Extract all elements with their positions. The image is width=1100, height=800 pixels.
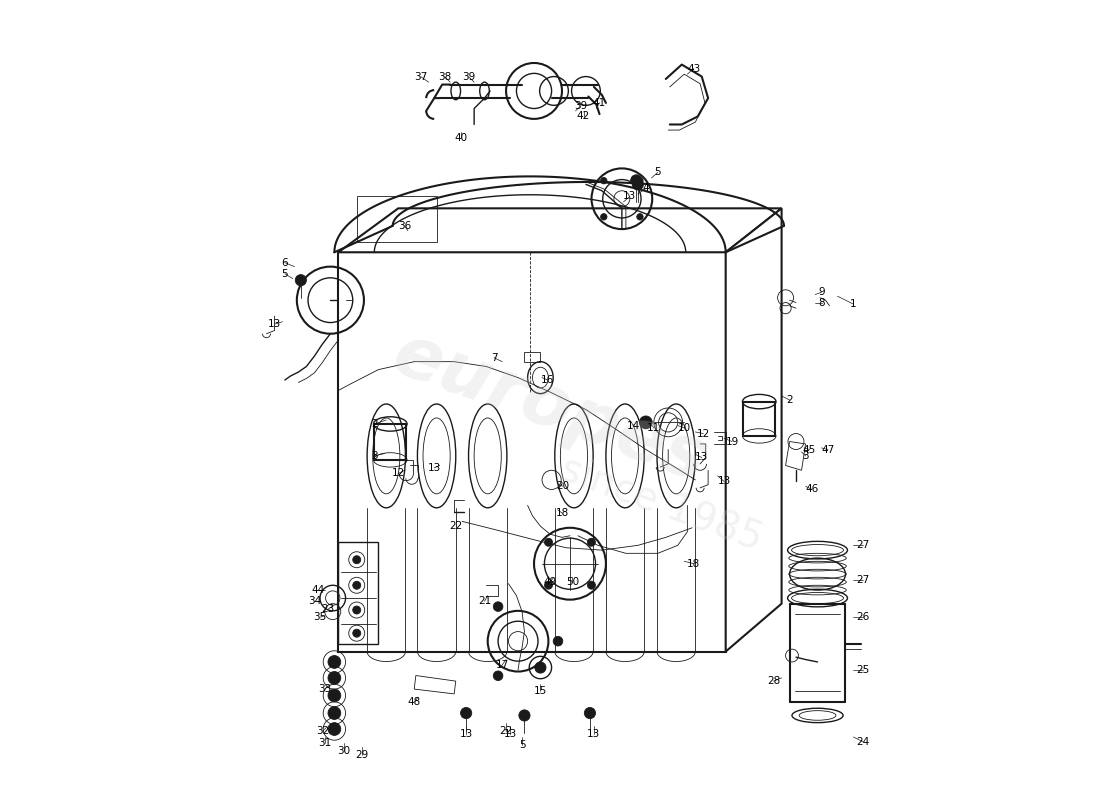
Text: 32: 32 <box>316 726 329 737</box>
Text: 29: 29 <box>355 750 368 760</box>
Text: 42: 42 <box>576 111 591 122</box>
Circle shape <box>353 630 361 637</box>
Text: 35: 35 <box>314 612 327 622</box>
Text: 18: 18 <box>688 558 701 569</box>
Circle shape <box>328 689 341 702</box>
Text: 39: 39 <box>462 71 475 82</box>
Circle shape <box>328 671 341 684</box>
Circle shape <box>493 602 503 611</box>
Circle shape <box>601 214 607 220</box>
Text: 44: 44 <box>311 585 324 595</box>
Text: 22: 22 <box>449 521 462 531</box>
Text: 26: 26 <box>857 612 870 622</box>
Circle shape <box>353 556 361 564</box>
Circle shape <box>584 707 595 718</box>
Text: 30: 30 <box>338 746 351 756</box>
Text: 13: 13 <box>695 453 708 462</box>
Text: 31: 31 <box>318 738 331 749</box>
Circle shape <box>630 174 641 186</box>
Text: 12: 12 <box>392 469 405 478</box>
Text: 12: 12 <box>696 429 710 438</box>
Circle shape <box>544 538 552 546</box>
Circle shape <box>353 582 361 590</box>
Text: 33: 33 <box>318 684 331 694</box>
Text: 1: 1 <box>850 299 857 309</box>
Text: 19: 19 <box>726 437 739 446</box>
Text: 48: 48 <box>408 697 421 707</box>
Text: 17: 17 <box>495 660 508 670</box>
Text: 4: 4 <box>642 183 649 194</box>
Text: 13: 13 <box>504 729 517 739</box>
Circle shape <box>535 662 546 673</box>
Text: 24: 24 <box>857 737 870 747</box>
Text: 5: 5 <box>519 740 526 750</box>
Text: 16: 16 <box>541 375 554 385</box>
Circle shape <box>601 178 607 184</box>
Text: 13: 13 <box>717 477 730 486</box>
Circle shape <box>328 706 341 719</box>
Text: 6: 6 <box>282 258 288 268</box>
Text: 45: 45 <box>803 445 816 454</box>
Circle shape <box>639 416 652 429</box>
Circle shape <box>328 722 341 735</box>
Text: 39: 39 <box>574 101 587 111</box>
Text: 13: 13 <box>428 463 441 473</box>
Text: 28: 28 <box>767 676 780 686</box>
Text: 27: 27 <box>857 540 870 550</box>
Text: 49: 49 <box>543 577 557 587</box>
Text: 38: 38 <box>438 71 451 82</box>
Text: 5: 5 <box>282 269 288 279</box>
Text: 13: 13 <box>460 729 473 739</box>
Text: europes: europes <box>384 319 716 497</box>
Text: 34: 34 <box>308 596 321 606</box>
Text: 46: 46 <box>805 485 818 494</box>
Circle shape <box>632 178 644 190</box>
Circle shape <box>295 274 307 286</box>
Text: 43: 43 <box>688 63 701 74</box>
Text: 15: 15 <box>534 686 547 697</box>
Circle shape <box>493 671 503 681</box>
Text: 2: 2 <box>371 419 377 429</box>
Text: 13: 13 <box>624 191 637 202</box>
Text: 14: 14 <box>626 421 640 430</box>
Polygon shape <box>726 208 782 651</box>
Text: 20: 20 <box>557 482 570 491</box>
Text: 13: 13 <box>587 729 601 739</box>
Text: 25: 25 <box>857 665 870 675</box>
Text: 5: 5 <box>654 167 661 178</box>
Text: 23: 23 <box>321 604 334 614</box>
Text: 37: 37 <box>414 71 427 82</box>
Text: since 1985: since 1985 <box>556 450 768 558</box>
Text: 2: 2 <box>786 395 793 405</box>
Polygon shape <box>339 208 782 252</box>
Text: 36: 36 <box>398 221 411 231</box>
Text: 18: 18 <box>557 509 570 518</box>
Text: 13: 13 <box>268 319 282 329</box>
Circle shape <box>637 214 644 220</box>
Circle shape <box>553 636 563 646</box>
Text: 10: 10 <box>678 423 691 433</box>
Text: 11: 11 <box>647 423 660 433</box>
Text: 27: 27 <box>857 574 870 585</box>
Circle shape <box>519 710 530 721</box>
Circle shape <box>587 581 595 589</box>
Text: 7: 7 <box>491 353 497 362</box>
Circle shape <box>328 655 341 668</box>
Text: 50: 50 <box>565 577 579 587</box>
Text: 8: 8 <box>818 298 825 307</box>
Text: 47: 47 <box>822 445 835 454</box>
Circle shape <box>587 538 595 546</box>
Text: 40: 40 <box>454 133 467 143</box>
Text: 22: 22 <box>499 726 513 737</box>
Circle shape <box>544 581 552 589</box>
Text: 3: 3 <box>802 451 808 461</box>
Text: 9: 9 <box>818 287 825 297</box>
Text: 3: 3 <box>371 451 377 461</box>
Circle shape <box>353 606 361 614</box>
Text: 21: 21 <box>477 596 491 606</box>
Circle shape <box>461 707 472 718</box>
Circle shape <box>637 178 644 184</box>
Text: 41: 41 <box>593 98 606 108</box>
